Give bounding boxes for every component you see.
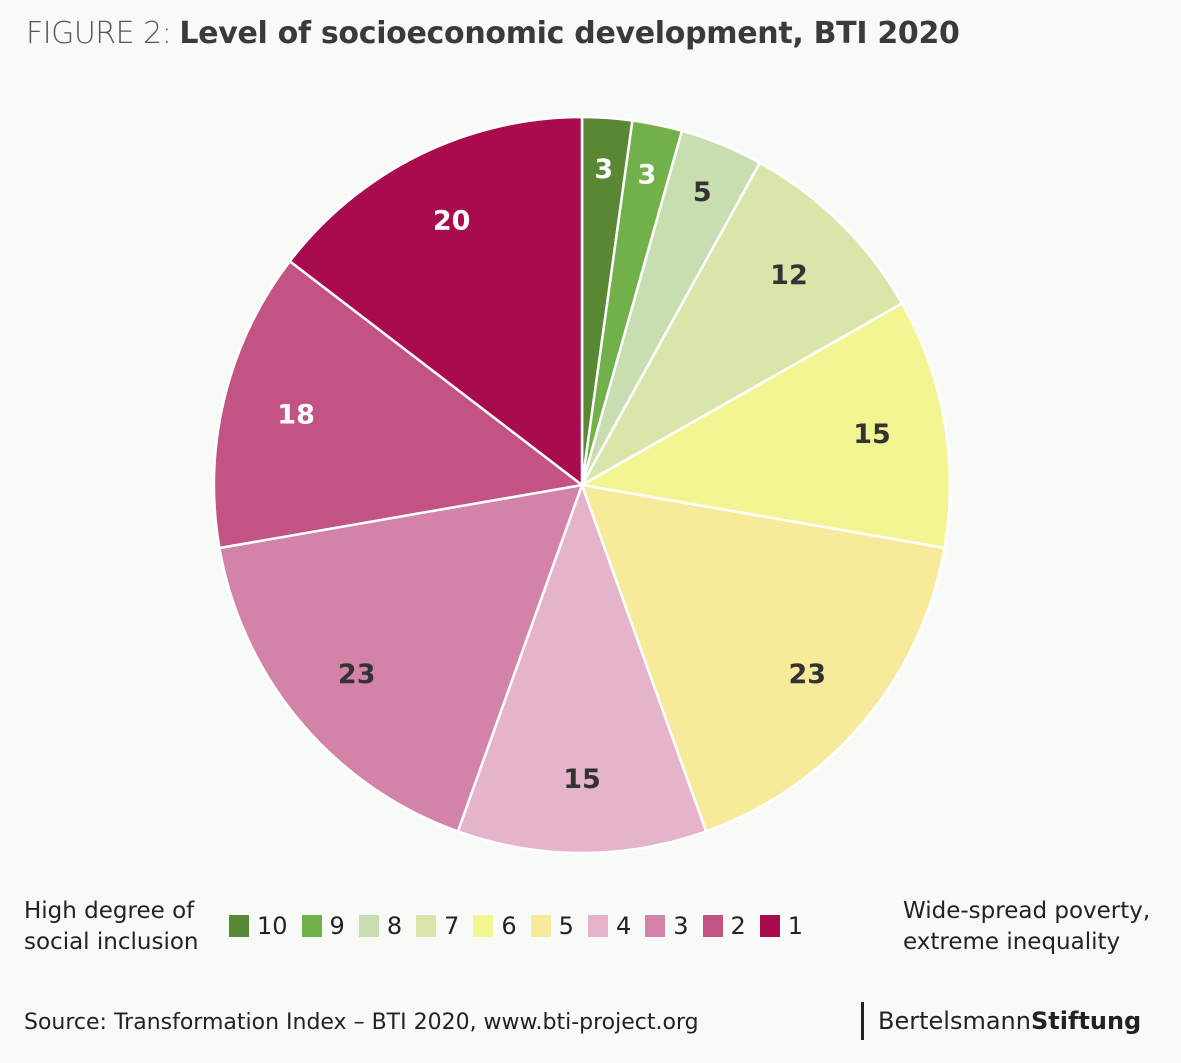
legend-label: 8	[386, 912, 403, 940]
pie-slice-1	[288, 115, 584, 487]
legend-swatch	[358, 915, 379, 937]
brand-name-bold: Stiftung	[1030, 1007, 1142, 1035]
legend-item-5: 5	[530, 912, 574, 940]
chart-title: FIGURE 2: Level of socioeconomic developm…	[26, 16, 960, 51]
legend-swatch	[530, 915, 551, 937]
figure-title: Level of socioeconomic development, BTI …	[179, 16, 960, 51]
legend-label: 1	[787, 912, 804, 940]
legend-left-line-2: social inclusion	[24, 929, 199, 955]
legend-left-caption: High degree of social inclusion	[24, 896, 199, 958]
legend-label: 4	[615, 912, 632, 940]
slice-label-1: 20	[433, 206, 471, 237]
legend-label: 9	[329, 912, 345, 940]
figure-number: FIGURE 2:	[26, 16, 172, 51]
slice-label-2: 18	[277, 399, 315, 430]
legend-swatch	[702, 915, 723, 937]
legend-label: 7	[444, 912, 460, 940]
legend-right-line-1: Wide-spread poverty,	[903, 898, 1151, 924]
legend-right-caption: Wide-spread poverty, extreme inequality	[903, 896, 1150, 958]
pie-chart: 3 3 5 12 15 23 15 23 18 20	[212, 115, 952, 855]
pie-slice-4	[456, 483, 708, 855]
source-note: Source: Transformation Index – BTI 2020,…	[24, 1010, 699, 1035]
legend-item-6: 6	[473, 912, 517, 940]
legend-item-1: 1	[759, 912, 804, 940]
legend-item-3: 3	[645, 912, 689, 940]
slice-label-10: 3	[594, 154, 613, 185]
legend: 10 9 8 7 6 5 4 3 2 1	[229, 912, 817, 940]
legend-label: 5	[558, 912, 574, 940]
slice-label-9: 3	[637, 160, 656, 191]
brand-divider	[861, 1002, 864, 1040]
pie-slice-2	[212, 260, 584, 550]
legend-label: 10	[257, 912, 288, 940]
legend-swatch	[473, 915, 494, 937]
slice-label-4: 15	[563, 764, 601, 795]
legend-swatch	[416, 915, 437, 937]
legend-item-10: 10	[229, 912, 288, 940]
slice-label-7: 12	[770, 260, 808, 291]
pie-slice-3	[218, 483, 584, 833]
legend-swatch	[301, 915, 322, 937]
pie-slice-5	[580, 483, 946, 833]
legend-item-9: 9	[301, 912, 345, 940]
legend-right-line-2: extreme inequality	[903, 929, 1121, 955]
pie-slice-6	[580, 302, 952, 550]
slice-label-8: 5	[693, 177, 712, 208]
legend-label: 6	[501, 912, 517, 940]
brand-name-regular: Bertelsmann	[878, 1007, 1031, 1035]
legend-swatch	[587, 915, 608, 937]
slice-label-3: 23	[338, 659, 376, 690]
brand-logo: Bertelsmann Stiftung	[861, 1002, 1141, 1040]
slice-label-6: 15	[853, 419, 891, 450]
legend-swatch	[759, 915, 780, 937]
slice-label-5: 23	[788, 659, 826, 690]
legend-item-7: 7	[416, 912, 459, 940]
legend-label: 3	[673, 912, 689, 940]
legend-item-8: 8	[358, 912, 403, 940]
legend-label: 2	[730, 912, 746, 940]
legend-left-line-1: High degree of	[24, 898, 195, 924]
legend-swatch	[645, 915, 666, 937]
legend-item-2: 2	[702, 912, 746, 940]
legend-item-4: 4	[587, 912, 632, 940]
pie-slice-7	[580, 161, 904, 487]
legend-swatch	[229, 915, 249, 937]
